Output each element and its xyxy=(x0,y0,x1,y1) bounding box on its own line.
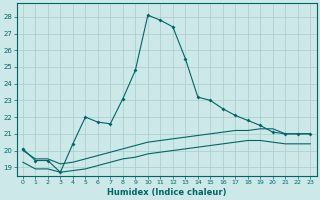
X-axis label: Humidex (Indice chaleur): Humidex (Indice chaleur) xyxy=(107,188,226,197)
